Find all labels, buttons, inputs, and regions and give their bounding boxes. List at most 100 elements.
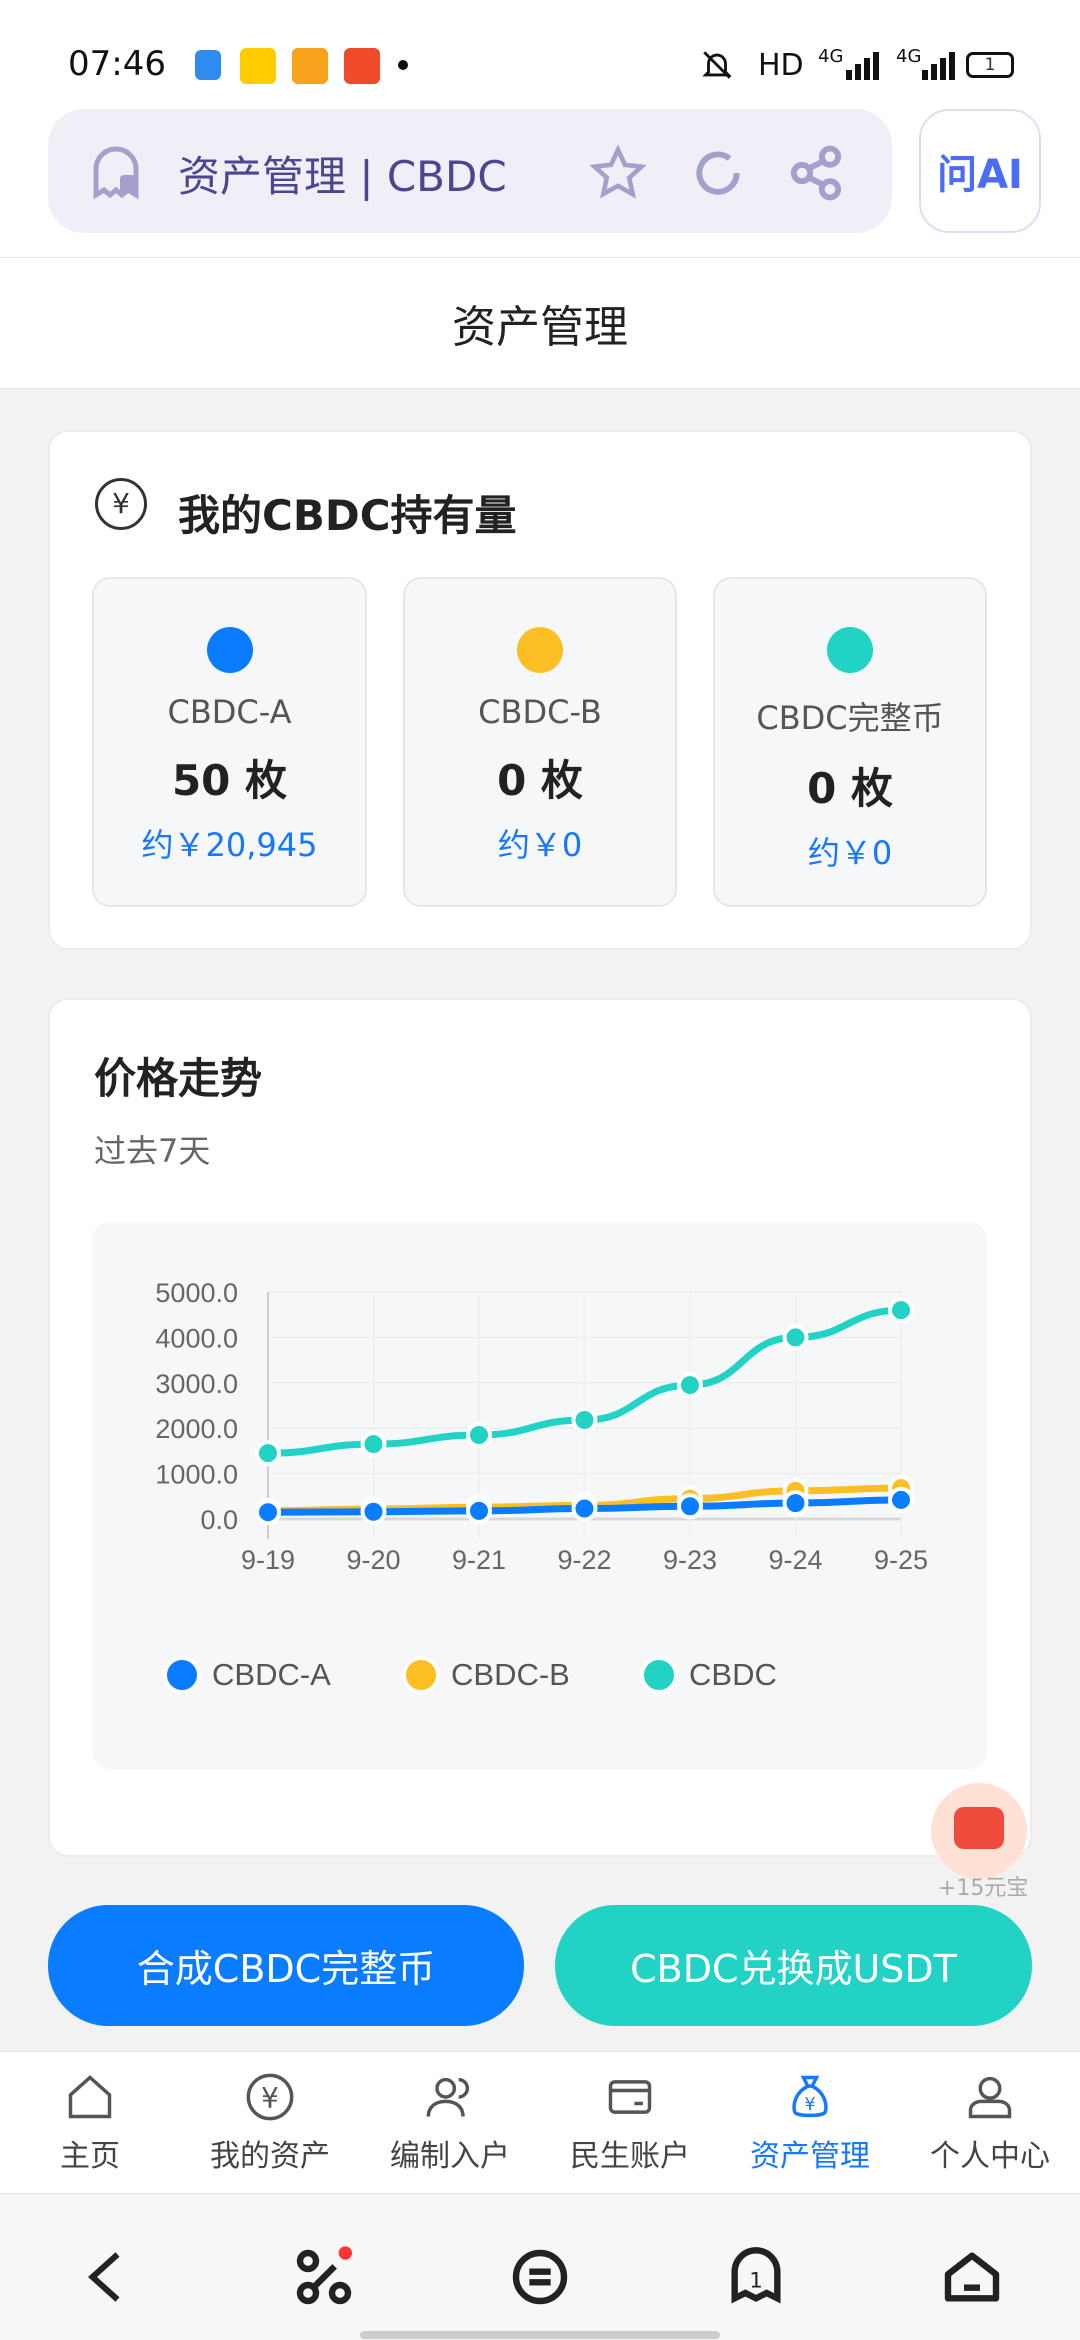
nav-label: 我的资产 [210, 2138, 330, 2174]
legend-marker-CBDC-B [402, 1656, 440, 1694]
y-tick-label: 0.0 [200, 1505, 238, 1535]
cbdc-b-dot-icon [517, 627, 563, 673]
data-point-CBDC-A [571, 1495, 598, 1522]
yuan-icon: ¥ [95, 478, 147, 530]
yuan-circle-icon: ¥ [246, 2073, 294, 2120]
mute-icon [702, 51, 732, 79]
exchange-usdt-button[interactable]: CBDC兑换成USDT [555, 1905, 1032, 2026]
mail-icon [292, 48, 328, 84]
y-tick-label: 4000.0 [155, 1323, 238, 1353]
home-icon [68, 2074, 112, 2118]
page-title-url: 资产管理 | CBDC [178, 152, 507, 201]
holding-value: 约￥0 [497, 826, 583, 864]
cbdc-a-dot-icon [206, 627, 253, 673]
nav-profile[interactable]: 个人中心 [900, 2052, 1080, 2193]
x-tick-label: 9-23 [663, 1545, 717, 1575]
holding-cbdc-full: CBDC完整币 0 枚 约￥0 [713, 577, 987, 907]
star-icon[interactable] [590, 145, 646, 201]
x-tick-label: 9-20 [346, 1545, 400, 1575]
battery-icon: 1 [966, 52, 1014, 78]
share-icon[interactable] [788, 145, 844, 201]
page-title: 资产管理 [452, 302, 628, 353]
nav-label: 个人中心 [930, 2138, 1050, 2174]
money-bag-icon: ¥ [792, 2075, 828, 2117]
svg-text:¥: ¥ [261, 2081, 279, 2114]
nav-livelihood-account[interactable]: 民生账户 [540, 2052, 720, 2193]
nav-asset-management[interactable]: ¥ 资产管理 [720, 2052, 900, 2193]
holding-value: 约￥20,945 [141, 826, 318, 864]
system-nav: 1 [0, 2195, 1080, 2340]
x-tick-label: 9-25 [874, 1545, 928, 1575]
refresh-icon[interactable] [690, 145, 746, 201]
page-header: 资产管理 [0, 257, 1080, 389]
gesture-bar[interactable] [360, 2331, 720, 2339]
legend-marker-CBDC [640, 1656, 678, 1694]
y-tick-label: 3000.0 [155, 1369, 238, 1399]
person-icon [968, 2076, 1012, 2118]
address-bar[interactable]: 资产管理 | CBDC [48, 109, 892, 233]
users-icon [426, 2077, 470, 2117]
reward-label: +15元宝 [938, 1876, 1029, 1901]
data-point-CBDC [255, 1440, 281, 1467]
data-point-CBDC-A [888, 1486, 914, 1513]
data-point-CBDC [888, 1297, 914, 1324]
data-point-CBDC [782, 1324, 809, 1351]
chart-area: 0.0 1000.0 2000.0 3000.0 4000.0 5000.0 9-19 9-2… [92, 1222, 987, 1769]
y-tick-label: 5000.0 [155, 1278, 238, 1308]
legend-label: CBDC [689, 1657, 777, 1692]
holding-name: CBDC完整币 [756, 699, 944, 737]
merge-cbdc-button[interactable]: 合成CBDC完整币 [48, 1905, 524, 2026]
home-nav-icon[interactable] [940, 2245, 1004, 2309]
holding-amount: 50 枚 [171, 756, 288, 805]
legend-label: CBDC-A [212, 1657, 331, 1692]
nav-label: 主页 [60, 2138, 120, 2174]
ask-ai-button[interactable]: 问AI [919, 109, 1041, 233]
tabs-icon[interactable]: 1 [724, 2245, 788, 2309]
trend-subtitle: 过去7天 [94, 1132, 211, 1170]
signal-2-icon: 4G [896, 46, 922, 67]
nav-home[interactable]: 主页 [0, 2052, 180, 2193]
signal-icon: 4G [818, 46, 844, 67]
holding-value: 约￥0 [807, 834, 893, 872]
y-tick-label: 2000.0 [155, 1414, 238, 1444]
data-point-CBDC-A [677, 1493, 703, 1520]
x-tick-label: 9-21 [452, 1545, 506, 1575]
data-point-CBDC [677, 1372, 703, 1399]
apps-icon[interactable] [292, 2245, 356, 2309]
svg-text:¥: ¥ [804, 2095, 815, 2115]
holding-cbdc-a: CBDC-A 50 枚 约￥20,945 [92, 577, 367, 907]
more-notifications-icon [398, 60, 408, 70]
trend-title: 价格走势 [94, 1054, 263, 1103]
svg-text:1: 1 [749, 2269, 763, 2294]
x-tick-label: 9-24 [768, 1545, 822, 1575]
site-shield-icon [93, 146, 139, 200]
merge-label: 合成CBDC完整币 [136, 1947, 436, 1991]
red-packet-icon[interactable] [931, 1783, 1027, 1879]
bottom-nav: 主页 ¥ 我的资产 编制入户 民生账户 ¥ 资产管理 个人中心 [0, 2051, 1080, 2194]
data-point-CBDC-A [255, 1499, 281, 1526]
status-bar: 07:46 HD 4G 4G 1 [0, 0, 1080, 105]
holding-amount: 0 枚 [497, 756, 583, 805]
nav-label: 民生账户 [570, 2138, 690, 2174]
legend-marker-CBDC-A [163, 1656, 201, 1694]
legend-label: CBDC-B [451, 1657, 570, 1692]
y-tick-label: 1000.0 [155, 1460, 238, 1490]
data-point-CBDC-A [782, 1490, 809, 1517]
data-point-CBDC [360, 1431, 387, 1458]
holdings-title: 我的CBDC持有量 [178, 491, 517, 540]
nav-household[interactable]: 编制入户 [360, 2052, 540, 2193]
nav-label: 编制入户 [390, 2138, 510, 2174]
back-icon[interactable] [80, 2247, 130, 2307]
hd-icon: HD [758, 48, 804, 83]
nav-my-assets[interactable]: ¥ 我的资产 [180, 2052, 360, 2193]
x-tick-label: 9-19 [241, 1545, 295, 1575]
nav-label: 资产管理 [750, 2138, 870, 2174]
app-notification-icon [195, 50, 221, 80]
holding-name: CBDC-A [167, 693, 292, 731]
video-icon [344, 48, 380, 84]
status-time: 07:46 [68, 44, 166, 84]
cbdc-full-dot-icon [827, 627, 873, 673]
data-point-CBDC-A [360, 1498, 387, 1525]
ask-ai-label: 问AI [937, 152, 1023, 198]
menu-icon[interactable] [508, 2245, 572, 2309]
